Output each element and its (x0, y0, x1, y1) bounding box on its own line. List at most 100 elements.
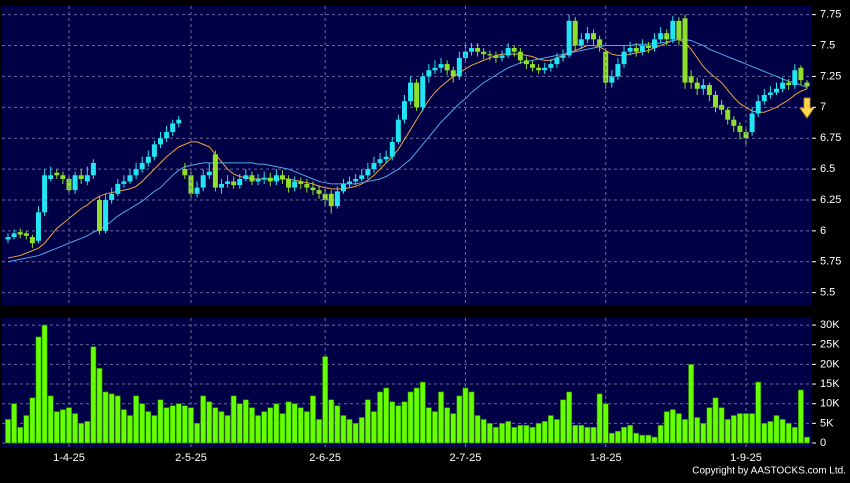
volume-bar (743, 413, 749, 444)
volume-bar (218, 411, 225, 444)
candle-body (731, 119, 737, 126)
y-tick-label: 5.5 (820, 287, 835, 299)
volume-bar (700, 423, 707, 444)
volume-bar (188, 407, 194, 444)
volume-bar (242, 399, 249, 444)
x-tick-label: 2-5-25 (175, 452, 207, 464)
volume-bar (139, 403, 146, 444)
candle-body (591, 33, 597, 40)
volume-bar (712, 397, 719, 444)
volume-bar (730, 415, 737, 444)
volume-bar (767, 421, 774, 444)
volume-bar (554, 419, 560, 444)
candle-body (792, 70, 798, 86)
candle-body (267, 177, 273, 182)
candle-body (639, 45, 645, 52)
volume-bar (541, 421, 548, 444)
candle-body (475, 48, 481, 52)
volume-bar (334, 405, 341, 444)
candle-body (23, 233, 29, 236)
candle-body (572, 20, 578, 46)
volume-bar (35, 336, 42, 444)
candle-body (206, 171, 212, 176)
candle-body (414, 82, 420, 108)
candle-body (292, 181, 298, 188)
candle-body (511, 48, 517, 52)
candle-body (383, 156, 389, 160)
candle-body (194, 187, 200, 194)
volume-bar (285, 401, 292, 444)
candle-body (218, 183, 224, 188)
volume-bar (346, 419, 353, 444)
volume-bar (755, 381, 762, 444)
candle-body (139, 162, 145, 170)
volume-bar (200, 395, 207, 444)
volume-bar (657, 425, 664, 444)
candle-body (389, 141, 395, 157)
volume-bar (236, 403, 243, 444)
candle-body (127, 175, 133, 182)
volume-bar (578, 425, 585, 444)
volume-bar (90, 346, 97, 444)
volume-bar (444, 407, 451, 444)
volume-bar (151, 415, 158, 444)
y-tick-label: 7.25 (820, 70, 841, 82)
volume-bar (212, 407, 219, 444)
volume-bar (669, 409, 676, 444)
volume-bar (633, 432, 640, 444)
candle-body (164, 132, 170, 139)
candle-body (96, 199, 102, 231)
volume-bar (523, 425, 530, 444)
candle-body (365, 169, 371, 176)
candle-body (286, 178, 292, 188)
candle-body (682, 18, 688, 83)
y-tick-label: 7.75 (820, 9, 841, 21)
volume-bar (724, 419, 731, 444)
candle-body (517, 51, 523, 61)
volume-bar (621, 426, 627, 444)
candle-body (749, 113, 755, 133)
volume-bar (651, 436, 658, 444)
candle-body (42, 175, 48, 213)
volume-bar (53, 411, 60, 444)
volume-bar (169, 405, 176, 444)
volume-bar (328, 399, 335, 444)
candle-body (578, 39, 584, 46)
candle-body (420, 76, 426, 108)
candle-body (17, 232, 23, 235)
y-tick-label: 5.75 (820, 256, 841, 268)
volume-bar (224, 415, 231, 444)
candle-body (310, 187, 316, 191)
candle-body (774, 88, 780, 93)
candle-body (395, 119, 401, 142)
candle-body (115, 183, 121, 194)
volume-bar (364, 399, 371, 444)
volume-bar (11, 403, 17, 444)
candle-body (688, 76, 694, 83)
volume-bar (316, 419, 322, 444)
candle-body (499, 55, 505, 58)
candle-body (151, 144, 157, 157)
candle-body (767, 92, 773, 95)
volume-bar (639, 434, 646, 444)
volume-bar (59, 409, 66, 444)
volume-bar (322, 356, 329, 444)
candle-body (645, 45, 651, 49)
volume-bar (133, 395, 139, 444)
price-panel (2, 6, 812, 305)
volume-bar (340, 415, 347, 444)
volume-bar (474, 415, 481, 444)
volume-bar (23, 415, 30, 444)
volume-bar (291, 403, 298, 444)
volume-bar (505, 421, 512, 444)
y-tick-label: 10K (820, 398, 840, 410)
candle-body (438, 64, 444, 68)
candle-body (188, 175, 194, 194)
candle-body (5, 237, 11, 240)
candle-body (231, 181, 237, 186)
candle-body (670, 20, 676, 40)
candle-body (786, 82, 792, 86)
volume-bar (194, 423, 200, 444)
candle-body (530, 64, 536, 68)
